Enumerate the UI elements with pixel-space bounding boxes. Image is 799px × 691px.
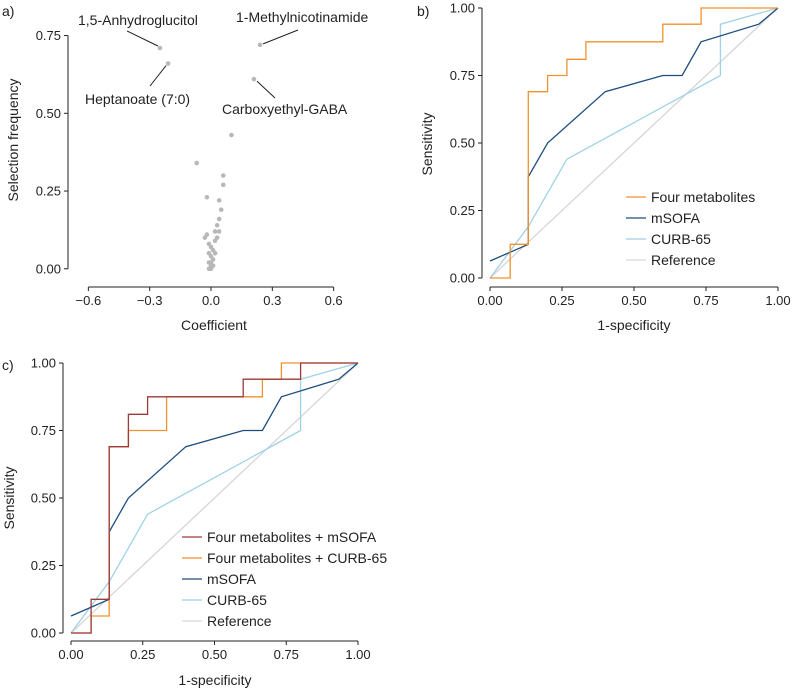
panel-a-ylabel: Selection frequency	[5, 79, 21, 202]
x-tick-label: 0.75	[693, 293, 718, 308]
data-point	[208, 266, 214, 272]
panel-a-label: a)	[2, 3, 14, 19]
data-point	[212, 250, 218, 256]
y-tick-label: 0.75	[450, 68, 475, 83]
series-line-msofa	[489, 7, 779, 262]
y-tick-label: 1.00	[31, 356, 56, 371]
panel-b-xlabel: 1-specificity	[597, 317, 670, 333]
x-tick-label: 0.50	[621, 293, 646, 308]
y-tick-label: 0.75	[36, 28, 61, 43]
data-point	[202, 235, 208, 240]
y-tick-label: 0.50	[36, 106, 61, 121]
legend-label: Reference	[651, 252, 716, 268]
panel-c-legend: Four metabolites + mSOFA Four metabolites…	[182, 529, 387, 629]
data-point	[251, 76, 257, 82]
x-tick-label: 0.00	[477, 293, 502, 308]
x-tick-label: 0.75	[274, 647, 299, 662]
annotation-label: 1,5-Anhydroglucitol	[78, 12, 198, 28]
x-tick-label: −0.3	[137, 293, 163, 308]
panel-c-xlabel: 1-specificity	[178, 672, 251, 688]
data-point	[218, 207, 224, 212]
panel-c-curves	[70, 362, 359, 634]
series-line-curb-65	[489, 7, 779, 279]
panel-b-ylabel: Sensitivity	[419, 112, 435, 175]
x-tick-label: 0.50	[202, 647, 227, 662]
panel-c-ylabel: Sensitivity	[1, 466, 17, 529]
legend-label: Four metabolites + mSOFA	[207, 529, 377, 545]
data-point	[165, 61, 171, 66]
panel-a-points	[157, 42, 263, 272]
panel-a-xlabel: Coefficient	[181, 317, 247, 333]
panel-b-label: b)	[417, 3, 429, 19]
y-tick-label: 0.00	[450, 271, 475, 286]
series-line-reference	[489, 7, 779, 279]
legend-label: CURB-65	[207, 592, 267, 608]
data-point	[216, 229, 222, 234]
data-point	[220, 182, 226, 188]
panel-c-roc-plot: c) 0.00 0.25 0.50 0.75 1.00 0.00 0.25 0.50 0.75 1…	[1, 356, 387, 689]
x-tick-label: 0.0	[202, 293, 220, 308]
legend-label: Four metabolites	[651, 189, 755, 205]
panel-b-roc-plot: b) 0.00 0.25 0.50 0.75 1.00 0.00 0.25 0.50 0.75 1…	[417, 1, 791, 334]
legend-label: mSOFA	[651, 210, 701, 226]
y-tick-label: 1.00	[450, 1, 475, 16]
data-point	[216, 216, 222, 222]
legend-label: Reference	[207, 613, 272, 629]
x-tick-label: 0.3	[263, 293, 281, 308]
x-tick-label: 0.00	[58, 647, 83, 662]
annotation-label: 1-Methylnicotinamide	[236, 9, 368, 25]
panel-c-label: c)	[2, 357, 14, 373]
x-tick-label: 0.25	[549, 293, 574, 308]
y-tick-label: 0.50	[450, 136, 475, 151]
x-tick-label: 1.00	[765, 293, 790, 308]
data-point	[257, 42, 263, 48]
data-point	[204, 194, 210, 200]
data-point	[194, 160, 199, 166]
x-tick-label: 0.6	[325, 293, 343, 308]
y-tick-label: 0.75	[31, 423, 56, 438]
x-tick-label: 0.25	[130, 647, 155, 662]
annotation-leader-line	[126, 30, 159, 47]
data-point	[220, 173, 226, 178]
panel-a-annotations: 1,5-Anhydroglucitol Heptanoate (7:0) 1-Met…	[78, 9, 368, 117]
annotation-label: Heptanoate (7:0)	[85, 91, 190, 107]
legend-label: Four metabolites + CURB-65	[207, 550, 387, 566]
y-tick-label: 0.00	[31, 626, 56, 641]
panel-a-axes: 0.00 0.25 0.50 0.75 −0.6 −0.3 0.0 0.3 0.6	[36, 28, 343, 308]
data-point	[212, 229, 218, 234]
y-tick-label: 0.25	[450, 203, 475, 218]
panel-b-curves	[489, 7, 779, 279]
annotation-label: Carboxyethyl-GABA	[222, 101, 348, 117]
data-point	[229, 132, 234, 138]
x-tick-label: −0.6	[76, 293, 102, 308]
legend-label: CURB-65	[651, 231, 711, 247]
panel-b-legend: Four metabolites mSOFA CURB-65 Reference	[626, 189, 755, 268]
series-line-four-metabolites-msofa	[71, 362, 358, 634]
y-tick-label: 0.50	[31, 491, 56, 506]
annotation-leader-line	[262, 29, 299, 45]
panel-c-axes: 0.00 0.25 0.50 0.75 1.00 0.00 0.25 0.50 0.75 1.00	[31, 356, 371, 663]
data-point	[212, 238, 218, 244]
annotation-leader-line	[256, 80, 276, 99]
series-line-reference	[70, 362, 359, 634]
panel-b-axes: 0.00 0.25 0.50 0.75 1.00 0.00 0.25 0.50 0.75 1.00	[450, 1, 791, 309]
data-point	[157, 45, 163, 51]
annotation-leader-line	[149, 65, 167, 87]
y-tick-label: 0.00	[36, 261, 61, 276]
panel-a-volcano-plot: a) 0.00 0.25 0.50 0.75 −0.6 −0.3 0.0 0.3 0.6 1,5…	[2, 3, 368, 333]
data-point	[216, 198, 222, 203]
y-tick-label: 0.25	[36, 184, 61, 199]
data-point	[214, 222, 220, 228]
series-line-curb-65	[70, 362, 359, 634]
legend-label: mSOFA	[207, 571, 257, 587]
x-tick-label: 1.00	[345, 647, 370, 662]
y-tick-label: 0.25	[31, 558, 56, 573]
series-line-four-metabolites	[490, 7, 778, 279]
